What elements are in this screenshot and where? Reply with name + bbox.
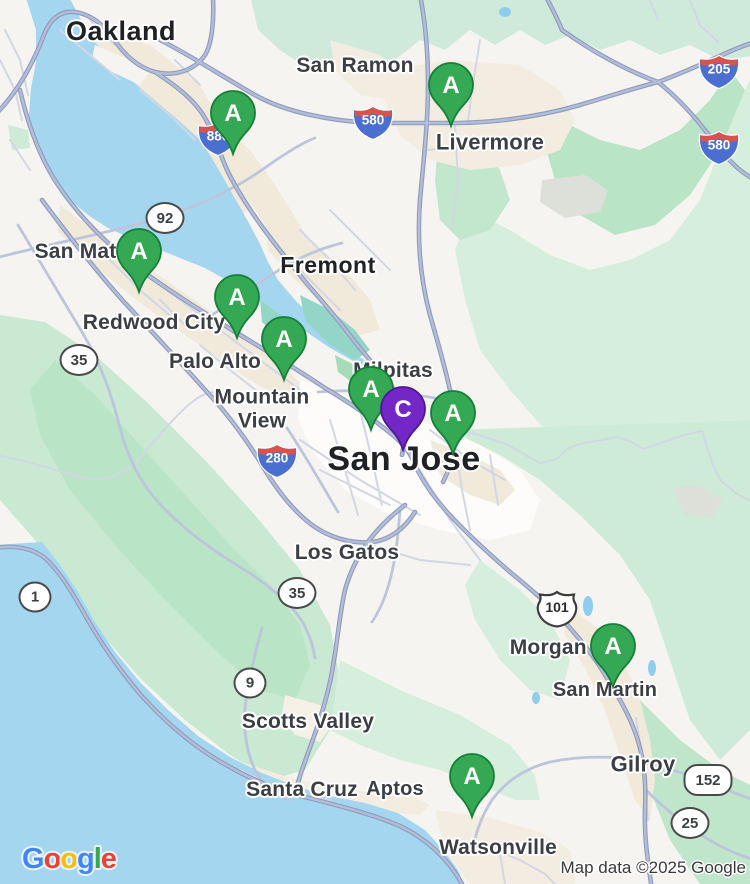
pin-letter: A — [362, 376, 380, 403]
map-pin-A-pin-livermore[interactable]: A — [427, 61, 475, 129]
pin-letter: C — [394, 396, 412, 423]
city-label-fremont: Fremont — [280, 252, 376, 279]
map-pin-A-pin-san-mateo[interactable]: A — [115, 227, 163, 295]
map-pin-A-pin-palo-alto[interactable]: A — [260, 315, 308, 383]
pin-letter: A — [444, 400, 462, 427]
google-logo-letter: o — [60, 843, 78, 875]
city-label-san-ramon: San Ramon — [296, 54, 414, 78]
map-pin-A-pin-hayward[interactable]: A — [209, 89, 257, 157]
city-label-scotts-valley: Scotts Valley — [241, 710, 375, 734]
alameda-island — [92, 45, 150, 85]
route-shield-25: 25 — [670, 807, 710, 839]
pin-letter: A — [224, 100, 242, 127]
city-label-livermore: Livermore — [435, 129, 545, 155]
city-label-palo-alto: Palo Alto — [168, 350, 262, 374]
ocean-water — [0, 542, 464, 884]
route-shield-9: 9 — [233, 667, 267, 699]
route-shield-1: 1 — [18, 581, 52, 613]
city-label-aptos: Aptos — [366, 777, 424, 800]
map-pin-A-pin-east-san-jose[interactable]: A — [429, 389, 477, 457]
route-shield-92: 92 — [145, 202, 185, 234]
city-label-redwood-city: Redwood City — [82, 311, 226, 335]
map-pin-A-pin-san-martin[interactable]: A — [589, 622, 637, 690]
pin-letter: A — [604, 633, 622, 660]
pin-letter: A — [228, 284, 246, 311]
google-logo-letter: l — [93, 843, 102, 875]
route-shield-101: 101 — [536, 590, 578, 628]
map-pin-A-pin-north-san-jose[interactable]: A — [347, 365, 395, 433]
city-label-san-jose: San Jose — [327, 439, 481, 478]
map-pin-A-pin-watsonville[interactable]: A — [448, 752, 496, 820]
route-shield-205: 205 — [698, 54, 740, 90]
pin-letter: A — [275, 326, 293, 353]
route-shield-280: 280 — [256, 443, 298, 479]
route-shield-580: 580 — [698, 130, 740, 166]
route-shield-35: 35 — [59, 344, 99, 376]
route-shield-152: 152 — [683, 764, 733, 796]
city-label-mountain-view: Mountain View — [214, 385, 310, 432]
map-pin-A-pin-redwood-city[interactable]: A — [213, 273, 261, 341]
city-label-gilroy: Gilroy — [610, 751, 676, 777]
google-logo-letter: G — [22, 843, 45, 875]
bay-water — [26, 0, 397, 389]
google-logo-letter: e — [100, 843, 117, 875]
city-label-los-gatos: Los Gatos — [294, 541, 400, 565]
pin-letter: A — [130, 238, 148, 265]
pin-letter: A — [463, 763, 481, 790]
pin-letter: A — [442, 72, 460, 99]
city-label-santa-cruz: Santa Cruz — [246, 778, 358, 802]
map-pin-C-pin-san-jose-c[interactable]: C — [379, 385, 427, 453]
route-shield-580: 580 — [352, 105, 394, 141]
city-label-watsonville: Watsonville — [438, 836, 558, 860]
google-logo[interactable]: Google — [22, 843, 117, 876]
route-shield-35: 35 — [277, 577, 317, 609]
city-label-oakland: Oakland — [65, 15, 177, 46]
google-logo-letter: g — [77, 843, 95, 875]
google-logo-letter: o — [43, 843, 62, 875]
map-attribution: Map data ©2025 Google — [560, 858, 747, 877]
